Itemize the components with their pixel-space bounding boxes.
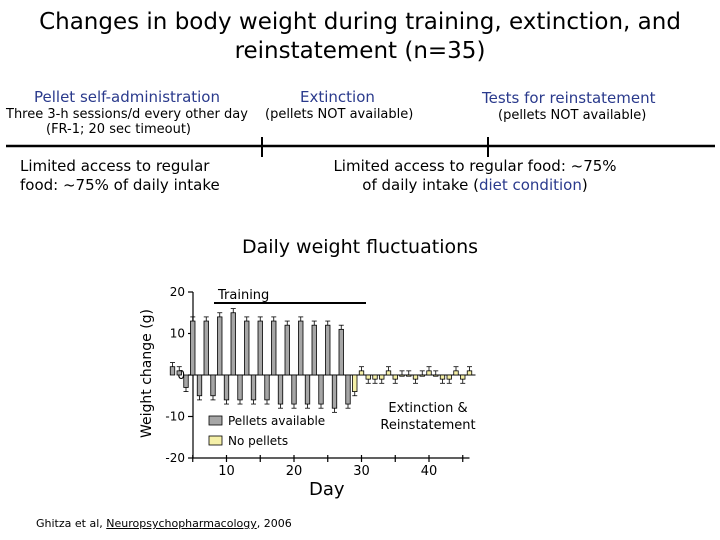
citation: Ghitza et al, Neuropsychopharmacology, 2… [36,517,292,530]
citation-journal: Neuropsychopharmacology [106,517,257,530]
x-tick-label: 20 [286,464,303,479]
bar-no-pellets [372,374,378,380]
bar-pellets [277,374,284,405]
y-tick-label: -20 [165,451,185,465]
y-tick-label: 10 [170,327,185,341]
bar-pellets [298,320,304,376]
bar-pellets [217,316,223,376]
bar-pellets [210,374,216,397]
bar-pellets [257,320,263,376]
bar-pellets [237,374,243,401]
bar-pellets [183,374,189,388]
bar-pellets [304,374,311,405]
bar-no-pellets [392,374,398,380]
legend-swatch-no-pellets [208,435,223,446]
bar-pellets [264,374,270,401]
x-axis-label: Day [309,479,345,500]
food-condition-right-close: ) [581,176,588,194]
bar-no-pellets [365,374,371,380]
phase-label-reinstatement: Tests for reinstatement [482,89,656,107]
bar-no-pellets [379,374,385,380]
chart-title: Daily weight fluctuations [241,236,479,258]
bar-pellets [196,374,203,397]
food-condition-right-text: Limited access to regular food: ~75% of … [333,157,617,194]
extinction-label-line2: Reinstatement [380,418,475,433]
bar-no-pellets [385,370,392,376]
legend-label-pellets: Pellets available [228,414,325,428]
citation-authors: Ghitza et al, [36,517,107,530]
bar-pellets [190,320,196,376]
bar-no-pellets [352,374,358,393]
y-tick-label: 20 [170,285,185,299]
bar-pellets [331,374,338,409]
bar-pellets [176,370,182,376]
bar-pellets [311,324,317,376]
bar-pellets [325,324,331,376]
bar-pellets [338,328,344,376]
bar-no-pellets [412,374,419,380]
bar-pellets [203,320,209,376]
bar-no-pellets [460,374,466,380]
bar-pellets [271,320,277,376]
x-tick-label: 10 [218,464,235,479]
bar-pellets [284,324,290,376]
bar-no-pellets [446,374,452,380]
bar-pellets [169,366,176,376]
bar-no-pellets [406,374,412,377]
diet-condition-highlight: diet condition [478,176,582,194]
bar-pellets [250,374,257,401]
phase-label-extinction: Extinction [300,88,375,106]
x-tick-label: 40 [421,464,438,479]
legend-label-no-pellets: No pellets [228,434,288,448]
bar-no-pellets [439,374,446,380]
bar-pellets [345,374,351,405]
phase-desc-extinction: (pellets NOT available) [265,107,414,122]
page-title: Changes in body weight during training, … [39,9,681,64]
bar-pellets [223,374,230,401]
bar-pellets [230,312,236,376]
legend-swatch-pellets [208,415,223,426]
bar-no-pellets [426,370,432,376]
bar-no-pellets [419,374,425,377]
food-condition-right: Limited access to regular food: ~75% of … [330,157,620,195]
bar-pellets [318,374,324,405]
training-label: Training [217,288,269,303]
phase-desc-self-administration: Three 3-h sessions/d every other day [6,107,248,122]
bar-no-pellets [433,374,439,377]
citation-year: , 2006 [256,517,292,530]
food-condition-left: Limited access to regular food: ~75% of … [20,157,220,194]
bar-no-pellets [453,370,459,376]
bar-no-pellets [466,370,473,376]
bar-pellets [291,374,297,405]
y-tick-label: -10 [165,410,185,424]
bar-pellets [244,320,250,376]
phase-detail-self-administration: (FR-1; 20 sec timeout) [46,122,191,137]
x-tick-label: 30 [353,464,370,479]
extinction-label-line1: Extinction & [388,401,467,416]
bar-no-pellets [358,370,365,376]
phase-desc-reinstatement: (pellets NOT available) [498,108,647,123]
phase-label-self-administration: Pellet self-administration [34,88,220,106]
bar-no-pellets [399,374,405,377]
